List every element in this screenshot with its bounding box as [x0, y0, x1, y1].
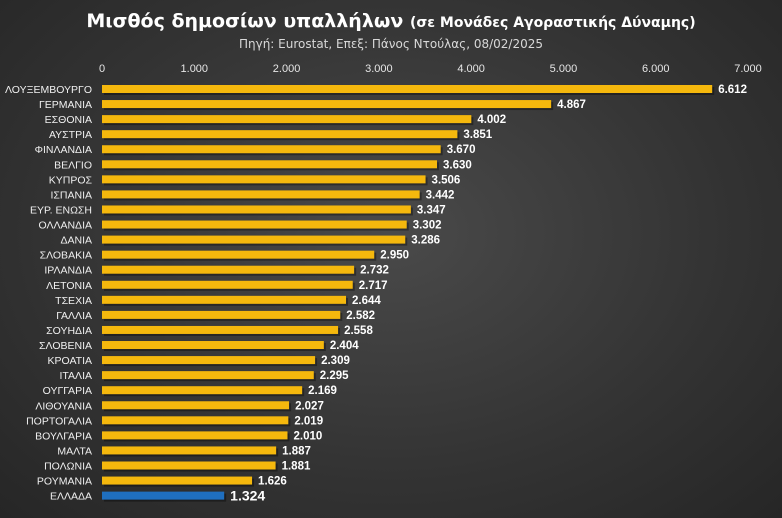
value-label: 3.347: [417, 204, 446, 216]
category-label: ΙΣΠΑΝΙΑ: [51, 189, 93, 201]
category-label: ΛΟΥΞΕΜΒΟΥΡΓΟ: [5, 84, 92, 96]
category-label: ΟΛΛΑΝΔΙΑ: [38, 220, 92, 232]
category-label: ΒΕΛΓΙΟ: [54, 159, 92, 171]
value-label: 3.286: [411, 235, 440, 247]
x-tick-label: 3.000: [365, 63, 393, 75]
bar: [102, 265, 355, 274]
category-label: ΕΥΡ. ΕΝΩΣΗ: [30, 204, 92, 216]
x-tick-label: 7.000: [734, 63, 762, 75]
bar: [102, 115, 472, 124]
value-label: 1.324: [230, 488, 265, 504]
value-label: 2.295: [320, 370, 349, 382]
value-label: 2.732: [360, 265, 389, 277]
value-label: 1.887: [282, 445, 311, 457]
category-label: ΕΣΘΟΝΙΑ: [45, 114, 92, 126]
bar: [102, 220, 407, 229]
category-label: ΦΙΝΛΑΝΔΙΑ: [35, 144, 92, 156]
category-label: ΣΛΟΒΕΝΙΑ: [39, 340, 92, 352]
value-label: 2.582: [346, 310, 375, 322]
category-label: ΤΣΕΧΙΑ: [55, 295, 92, 307]
x-tick-label: 0: [99, 63, 105, 75]
value-label: 3.630: [443, 159, 472, 171]
category-label: ΚΡΟΑΤΙΑ: [47, 355, 92, 367]
bar: [102, 280, 353, 289]
category-label: ΣΟΥΗΔΙΑ: [46, 325, 92, 337]
x-tick-label: 6.000: [642, 63, 670, 75]
bar: [102, 235, 406, 244]
value-label: 2.309: [321, 355, 350, 367]
value-label: 3.442: [426, 189, 455, 201]
bar: [102, 160, 437, 169]
value-label: 6.612: [718, 84, 747, 96]
category-label: ΡΟΥΜΑΝΙΑ: [37, 476, 92, 488]
category-label: ΕΛΛΑΔΑ: [50, 491, 92, 503]
value-label: 3.670: [447, 144, 476, 156]
bar: [102, 85, 713, 93]
bar: [102, 476, 253, 485]
category-label: ΛΕΤΟΝΙΑ: [46, 280, 92, 292]
bar: [102, 190, 420, 199]
value-label: 3.506: [432, 174, 461, 186]
bar: [102, 386, 303, 395]
value-label: 2.717: [359, 280, 388, 292]
bars-group: ΛΟΥΞΕΜΒΟΥΡΓΟ 6.612 ΓΕΡΜΑΝΙΑ 4.867 ΕΣΘΟΝΙΑ 4.0…: [5, 84, 747, 504]
category-label: ΜΑΛΤΑ: [57, 445, 92, 457]
x-tick-label: 5.000: [550, 63, 578, 75]
value-label: 4.867: [557, 99, 586, 111]
x-tick-label: 2.000: [273, 63, 301, 75]
x-tick-label: 1.000: [181, 63, 209, 75]
value-label: 3.851: [463, 129, 492, 141]
bar: [102, 145, 441, 154]
category-label: ΓΑΛΛΙΑ: [56, 310, 92, 322]
value-label: 4.002: [477, 114, 506, 126]
value-label: 2.019: [294, 415, 323, 427]
bar: [102, 431, 288, 440]
bar: [102, 295, 347, 304]
category-label: ΠΟΛΩΝΙΑ: [44, 461, 92, 473]
category-label: ΙΡΛΑΝΔΙΑ: [44, 265, 92, 277]
category-label: ΠΟΡΤΟΓΑΛΙΑ: [26, 415, 92, 427]
category-label: ΓΕΡΜΑΝΙΑ: [39, 99, 92, 111]
category-label: ΒΟΥΛΓΑΡΙΑ: [35, 430, 92, 442]
bar: [102, 401, 290, 410]
value-label: 2.010: [293, 430, 322, 442]
category-label: ΙΤΑΛΙΑ: [60, 370, 93, 382]
value-label: 2.950: [380, 250, 409, 262]
value-label: 2.558: [344, 325, 373, 337]
chart-subtitle: Πηγή: Eurostat, Επεξ: Πάνος Ντούλας, 08/…: [238, 37, 544, 51]
bar: [102, 100, 552, 109]
category-label: ΛΙΘΟΥΑΝΙΑ: [35, 400, 92, 412]
value-label: 1.881: [282, 461, 311, 473]
category-label: ΔΑΝΙΑ: [60, 235, 92, 247]
bar: [102, 446, 277, 455]
x-axis-ticks: 0 1.000 2.000 3.000 4.000 5.000 6.000 7.000: [99, 63, 762, 75]
value-label: 3.302: [413, 220, 442, 232]
chart-title: Μισθός δημοσίων υπαλλήλων (σε Μονάδες Αγ…: [0, 10, 782, 32]
value-label: 2.644: [352, 295, 381, 307]
chart-title-suffix: (σε Μονάδες Αγοραστικής Δύναμης): [409, 15, 696, 31]
bar: [102, 325, 339, 334]
bar: [102, 341, 324, 350]
bar: [102, 461, 276, 470]
value-label: 1.626: [258, 476, 287, 488]
value-label: 2.169: [308, 385, 337, 397]
bar: [102, 371, 314, 380]
value-label: 2.404: [330, 340, 359, 352]
chart-title-main: Μισθός δημοσίων υπαλλήλων: [86, 10, 404, 32]
category-label: ΣΛΟΒΑΚΙΑ: [40, 250, 92, 262]
category-label: ΟΥΓΓΑΡΙΑ: [43, 385, 92, 397]
bar: [102, 310, 341, 319]
bar: [102, 205, 411, 214]
bar: [102, 250, 375, 259]
bar: [102, 416, 289, 425]
value-label: 2.027: [295, 400, 324, 412]
category-label: ΑΥΣΤΡΙΑ: [49, 129, 92, 141]
x-tick-label: 4.000: [457, 63, 485, 75]
bar-highlight: [102, 491, 225, 500]
bar: [102, 175, 426, 184]
category-label: ΚΥΠΡΟΣ: [49, 174, 93, 186]
bar: [102, 130, 458, 139]
bar: [102, 356, 316, 365]
